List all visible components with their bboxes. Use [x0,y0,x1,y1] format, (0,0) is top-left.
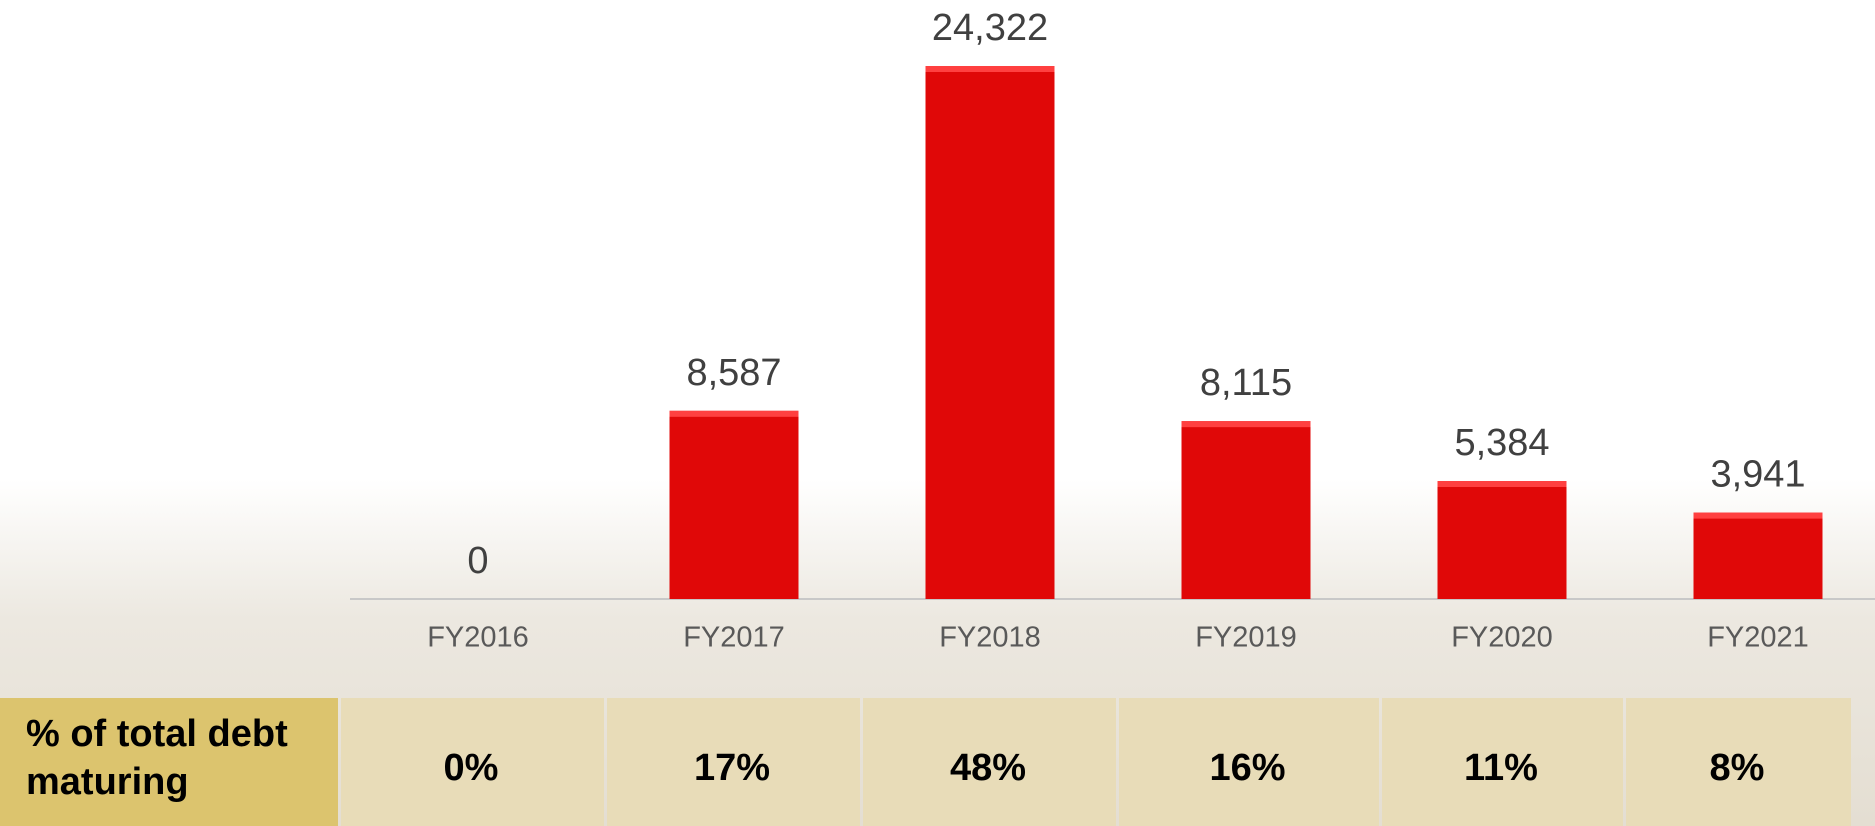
bar [926,66,1055,599]
bar [670,411,799,599]
value-label: 24,322 [932,7,1048,49]
table-header-line: maturing [26,761,189,803]
bar [1438,481,1567,599]
bar-highlight [1694,513,1823,519]
bar-highlight [1182,421,1311,427]
table-cell-text: 17% [694,747,770,789]
table-header-line: % of total debt [26,713,288,755]
bar-highlight [926,66,1055,72]
value-label: 0 [467,540,488,582]
value-label: 5,384 [1454,422,1549,464]
table-cell-text: 16% [1209,747,1285,789]
x-tick-label: FY2016 [427,622,529,654]
x-tick-label: FY2017 [683,622,785,654]
bar-highlight [1438,481,1567,487]
value-label: 3,941 [1710,454,1805,496]
table-cell-text: 0% [444,747,499,789]
bar [1694,513,1823,599]
value-label: 8,115 [1200,362,1292,404]
x-tick-label: FY2021 [1707,622,1809,654]
table-cell-text: 8% [1710,747,1765,789]
table-cell-text: 48% [950,747,1026,789]
x-tick-label: FY2019 [1195,622,1297,654]
table-cell-text: 11% [1464,747,1538,789]
x-tick-label: FY2018 [939,622,1041,654]
page: % of total debt maturing 0 FY2016 8,587 FY20… [0,0,1875,826]
chart: % of total debt maturing 0 FY2016 8,587 FY20… [0,0,1875,826]
value-label: 8,587 [686,352,781,394]
x-tick-label: FY2020 [1451,622,1553,654]
bar [1182,421,1311,599]
bar-highlight [670,411,799,417]
